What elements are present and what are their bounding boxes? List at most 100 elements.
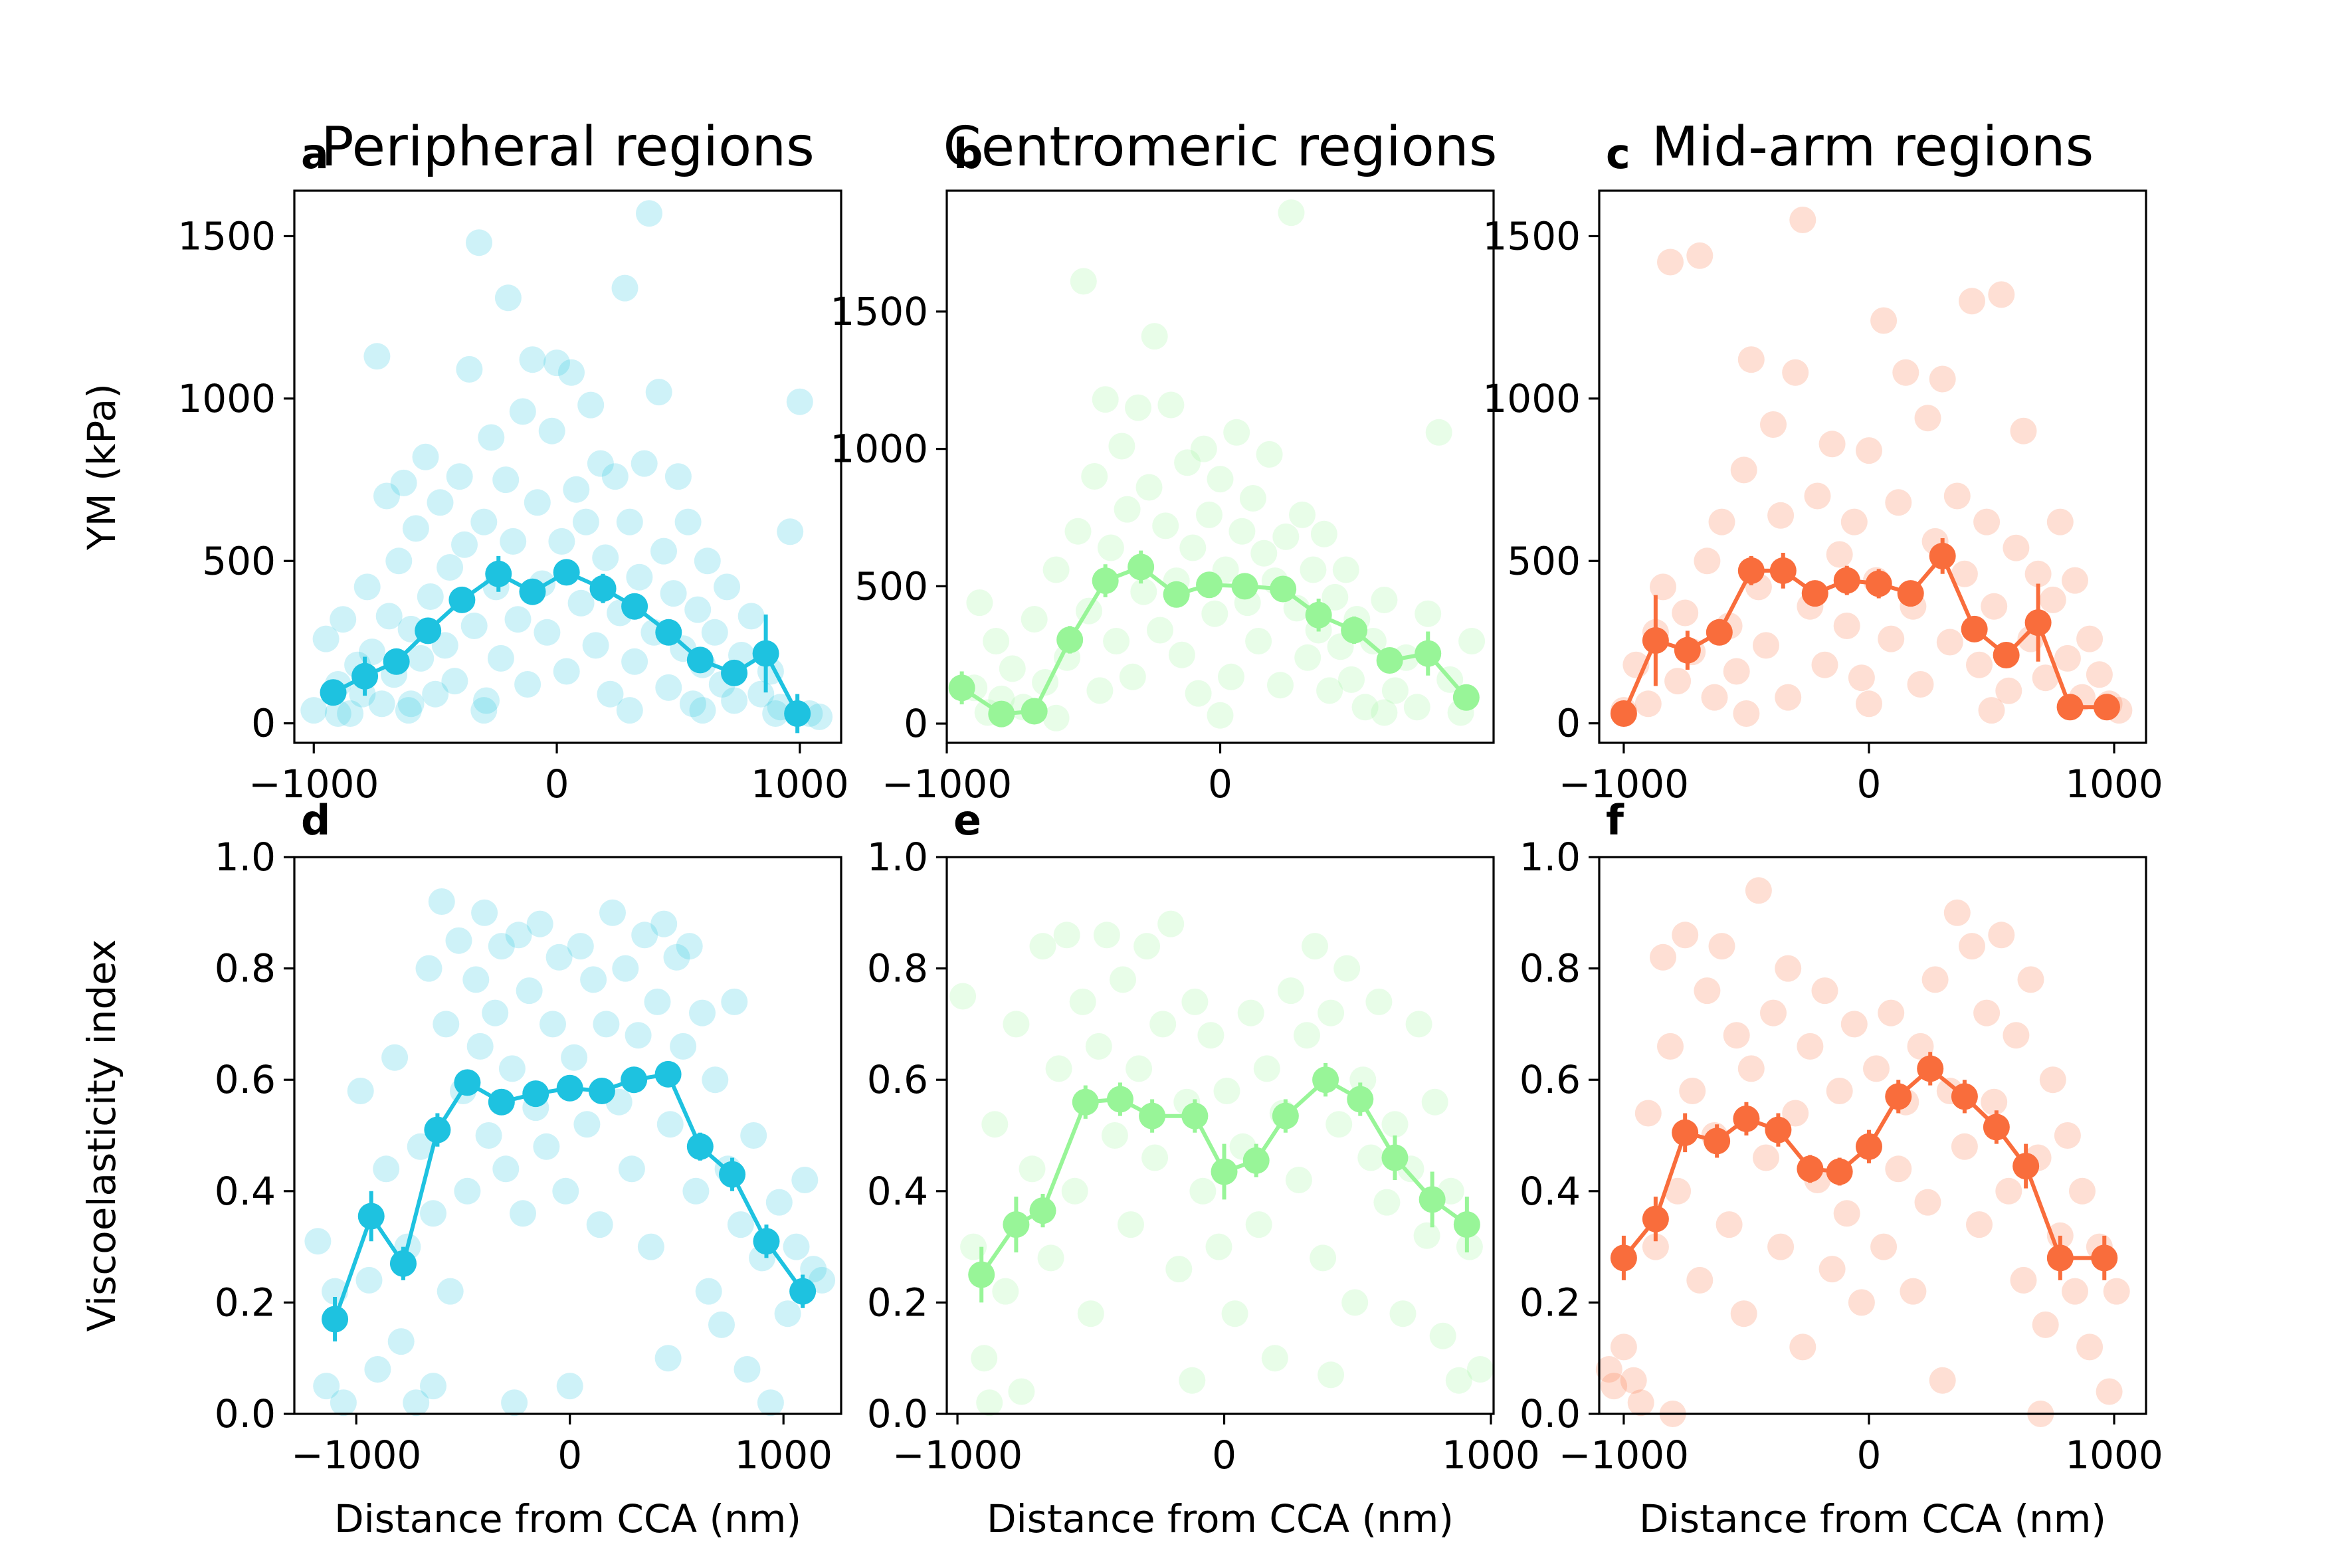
scatter-points <box>961 199 1486 732</box>
scatter-point <box>524 489 551 516</box>
x-tick-label: 1000 <box>1442 1432 1540 1478</box>
mean-marker <box>1181 1102 1209 1129</box>
x-tick-label: 1000 <box>2065 761 2163 807</box>
scatter-point <box>1237 999 1264 1027</box>
mean-marker <box>2012 1153 2040 1180</box>
scatter-point <box>473 687 500 714</box>
scatter-point <box>791 1167 819 1193</box>
mean-marker <box>1003 1211 1030 1238</box>
y-tick-label: 0.2 <box>1519 1280 1581 1325</box>
scatter-point <box>1349 1066 1377 1094</box>
scatter-point <box>714 573 741 601</box>
scatter-point <box>1092 386 1119 413</box>
scatter-point <box>1147 617 1173 644</box>
mean-marker <box>1704 1127 1731 1155</box>
scatter-point <box>1294 644 1322 671</box>
mean-marker <box>2046 1244 2074 1272</box>
scatter-point <box>983 628 1010 654</box>
panel-f: −1000 0 1000 0.0 0.2 0.4 0.6 0.8 1.0 f Distance fr… <box>1519 796 2163 1541</box>
scatter-point <box>599 899 626 926</box>
mean-marker <box>1341 617 1368 644</box>
x-tick-label: 0 <box>557 1432 582 1478</box>
scatter-point <box>567 933 594 960</box>
mean-marker <box>553 559 580 586</box>
panel-letter: c <box>1606 130 1630 178</box>
scatter-point <box>1157 910 1185 937</box>
mean-marker <box>1672 1119 1699 1146</box>
scatter-point <box>556 1373 583 1400</box>
scatter-point <box>2062 1278 2088 1305</box>
mean-marker <box>988 700 1015 728</box>
scatter-point <box>1840 1011 1868 1038</box>
scatter-point <box>626 563 653 591</box>
scatter-point <box>1294 1022 1320 1049</box>
mean-marker <box>1765 1116 1792 1143</box>
scatter-point <box>701 619 728 646</box>
scatter-point <box>505 922 532 949</box>
axes-frame <box>293 189 842 744</box>
scatter-point <box>466 229 492 256</box>
mean-marker <box>655 619 682 646</box>
scatter-point <box>1110 966 1136 993</box>
x-tick-label: −1000 <box>248 761 379 807</box>
mean-marker <box>719 1161 746 1188</box>
scatter-point <box>2039 586 2066 613</box>
scatter-point <box>2010 417 2037 444</box>
scatter-point <box>1929 365 1956 393</box>
scatter-point <box>2069 1177 2096 1205</box>
scatter-point <box>1118 1211 1144 1238</box>
scatter-point <box>1130 578 1157 605</box>
scatter-point <box>437 1278 464 1305</box>
y-tick-label: 0.6 <box>215 1057 276 1102</box>
scatter-point <box>2003 1022 2030 1049</box>
mean-marker <box>1865 570 1892 597</box>
scatter-point <box>1205 1233 1232 1260</box>
y-tick-label: 1500 <box>1482 213 1581 258</box>
scatter-point <box>774 1300 801 1327</box>
scatter-point <box>1760 411 1787 438</box>
scatter-point <box>445 927 472 954</box>
y-tick-label: 1000 <box>830 427 928 472</box>
scatter-point <box>510 1200 536 1227</box>
scatter-point <box>1277 977 1304 1005</box>
scatter-point <box>353 573 381 601</box>
scatter-point <box>1730 456 1757 484</box>
scatter-point <box>1415 600 1442 627</box>
scatter-point <box>462 966 490 993</box>
scatter-point <box>777 518 804 545</box>
scatter-point <box>1627 1389 1654 1417</box>
scatter-point <box>708 1311 735 1338</box>
scatter-point <box>1730 1300 1757 1327</box>
y-tick-label: 0.4 <box>215 1169 276 1214</box>
scatter-point <box>1425 419 1452 446</box>
scatter-point <box>1037 1244 1064 1272</box>
scatter-point <box>1782 359 1809 386</box>
scatter-point <box>1981 593 2008 620</box>
scatter-point <box>1197 1022 1225 1049</box>
scatter-point <box>1664 1177 1692 1205</box>
scatter-point <box>558 359 585 386</box>
x-tick-label: −1000 <box>291 1432 421 1478</box>
scatter-point <box>2062 567 2088 594</box>
scatter-point <box>1174 449 1201 476</box>
panel-title: Mid-arm regions <box>1652 116 2094 179</box>
mean-marker <box>1610 1244 1637 1272</box>
scatter-point <box>337 700 364 727</box>
scatter-point <box>949 983 977 1010</box>
mean-marker <box>2091 1244 2118 1272</box>
scatter-point <box>364 1356 391 1383</box>
scatter-point <box>543 349 570 377</box>
scatter-point <box>1285 1167 1312 1193</box>
scatter-point <box>1679 1078 1706 1104</box>
mean-marker <box>1452 684 1480 711</box>
scatter-point <box>1753 1144 1779 1171</box>
scatter-point <box>538 417 565 444</box>
scatter-point <box>300 697 328 724</box>
mean-line <box>1622 1066 2105 1260</box>
scatter-point <box>1086 677 1114 704</box>
mean-marker <box>1797 1155 1824 1183</box>
mean-marker <box>1072 1088 1099 1116</box>
mean-marker <box>2056 694 2084 721</box>
mean-marker <box>1270 575 1297 603</box>
scatter-point <box>402 515 429 542</box>
